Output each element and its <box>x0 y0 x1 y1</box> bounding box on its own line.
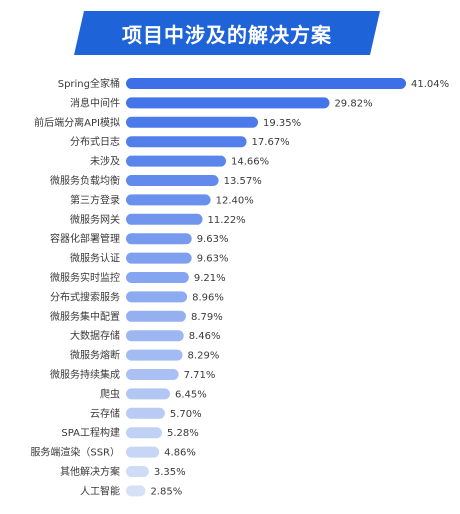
category-label: 爬虫 <box>100 388 120 400</box>
chart-title: 项目中涉及的解决方案 <box>122 22 332 47</box>
value-label: 5.28% <box>167 428 199 439</box>
value-label: 9.21% <box>194 273 226 284</box>
value-label: 9.63% <box>197 234 229 245</box>
category-label: 人工智能 <box>80 484 120 497</box>
category-label: 分布式搜索服务 <box>50 290 120 303</box>
banner-shape <box>74 11 380 55</box>
category-label: Spring全家桶 <box>58 77 120 90</box>
bar <box>126 407 165 419</box>
bar <box>126 252 192 264</box>
bar <box>126 78 406 89</box>
category-label: 容器化部署管理 <box>50 232 120 245</box>
value-label: 41.04% <box>411 79 449 90</box>
value-label: 7.71% <box>184 370 216 381</box>
bar <box>126 446 160 458</box>
value-label: 3.35% <box>154 467 186 478</box>
value-label: 8.29% <box>188 351 220 362</box>
value-label: 29.82% <box>334 98 372 109</box>
category-label: 消息中间件 <box>70 96 120 109</box>
value-label: 8.46% <box>189 331 221 342</box>
bar <box>126 97 330 109</box>
value-label: 17.67% <box>252 137 290 148</box>
bar <box>126 369 179 380</box>
value-label: 5.70% <box>170 409 202 420</box>
category-label: 第三方登录 <box>70 193 120 206</box>
value-label: 14.66% <box>231 157 269 168</box>
bar <box>126 291 188 303</box>
value-label: 12.40% <box>216 195 254 206</box>
value-label: 4.86% <box>164 448 196 459</box>
category-label: 云存储 <box>90 407 120 420</box>
category-label: 微服务负载均衡 <box>50 174 120 187</box>
bar <box>126 466 149 477</box>
category-label: 未涉及 <box>90 155 120 168</box>
category-label: 前后端分离API模拟 <box>34 116 120 129</box>
bar <box>126 116 259 128</box>
category-label: 微服务持续集成 <box>50 368 120 381</box>
bar <box>126 310 186 322</box>
value-label: 8.79% <box>191 312 223 323</box>
bar <box>126 194 211 206</box>
bar <box>126 349 183 361</box>
bar <box>126 136 247 148</box>
value-label: 2.85% <box>150 486 182 497</box>
bar <box>126 233 192 245</box>
category-label: 其他解决方案 <box>60 465 120 478</box>
category-label: 分布式日志 <box>70 135 120 148</box>
category-label: 微服务网关 <box>70 213 120 226</box>
value-label: 8.96% <box>192 292 224 303</box>
bar <box>126 155 227 167</box>
category-label: 微服务熔断 <box>70 349 120 362</box>
value-label: 13.57% <box>224 176 262 187</box>
category-label: 微服务认证 <box>70 252 120 265</box>
bar <box>126 272 189 283</box>
category-label: 微服务集中配置 <box>50 310 120 323</box>
category-label: SPA工程构建 <box>61 426 120 439</box>
value-label: 9.63% <box>197 254 229 265</box>
category-label: 微服务实时监控 <box>50 271 120 284</box>
category-label: 服务端渲染（SSR） <box>30 446 120 459</box>
category-label: 大数据存储 <box>70 329 120 342</box>
value-label: 19.35% <box>263 118 301 129</box>
bar <box>126 213 203 225</box>
bar <box>126 388 171 400</box>
bar <box>126 427 163 439</box>
bar <box>126 175 219 186</box>
bar <box>126 330 184 342</box>
title-banner: 项目中涉及的解决方案 <box>74 11 380 55</box>
value-label: 6.45% <box>175 389 207 400</box>
value-label: 11.22% <box>208 215 246 226</box>
bar <box>126 485 146 497</box>
